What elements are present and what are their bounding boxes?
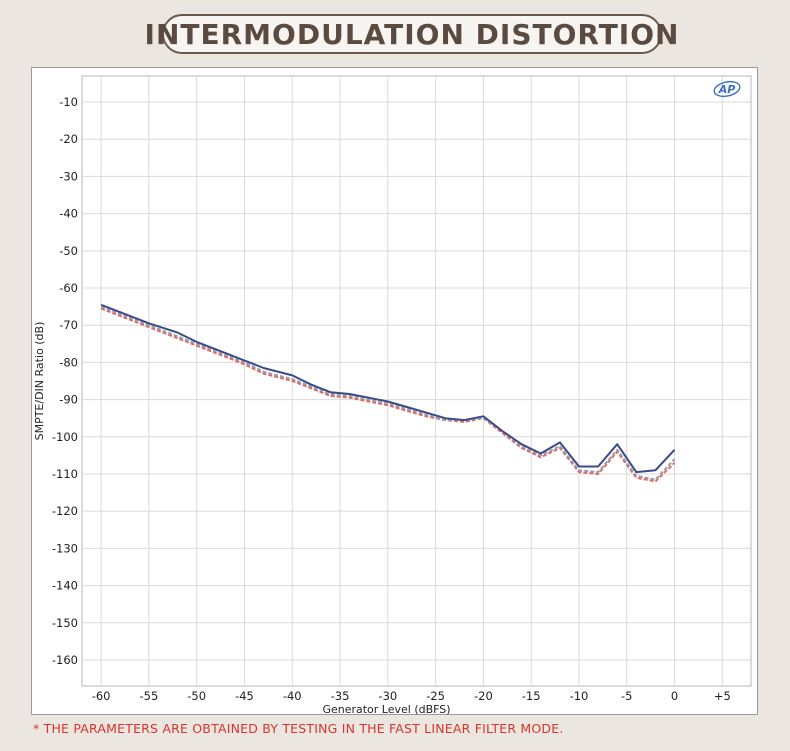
y-tick-label: -110 — [52, 467, 78, 481]
chart-panel: -60 -55 -50 -45 -40 -35 -30 -25 -20 -15 -10 -5 0 +5 -1… — [31, 67, 758, 716]
y-tick-label: -130 — [52, 541, 78, 555]
y-tick-label: -80 — [59, 355, 78, 369]
x-tick-label: -30 — [378, 689, 397, 703]
x-axis-label: Generator Level (dBFS) — [322, 703, 450, 716]
svg-text:AP: AP — [718, 83, 736, 96]
y-tick-label: -140 — [52, 579, 78, 593]
y-tick-label: -100 — [52, 430, 78, 444]
y-tick-label: -60 — [59, 281, 78, 295]
page-title: INTERMODULATION DISTORTION — [144, 17, 680, 51]
series-line-1 — [100, 303, 676, 474]
x-tick-label: -40 — [283, 689, 302, 703]
ap-logo-icon: AP — [713, 80, 741, 98]
y-tick-label: -120 — [52, 504, 78, 518]
title-badge: INTERMODULATION DISTORTION — [145, 14, 678, 54]
y-tick-label: -150 — [52, 616, 78, 630]
y-tick-label: -20 — [59, 132, 78, 146]
x-tick-label: -10 — [570, 689, 589, 703]
x-tick-label: -20 — [474, 689, 493, 703]
x-tick-label: -45 — [235, 689, 254, 703]
y-tick-label: -160 — [52, 653, 78, 667]
y-tick-label: -50 — [59, 244, 78, 258]
series-line-2 — [100, 307, 676, 483]
imd-chart: -60 -55 -50 -45 -40 -35 -30 -25 -20 -15 -10 -5 0 +5-1… — [33, 75, 752, 716]
y-tick-label: -30 — [59, 169, 78, 183]
plot-area — [81, 75, 752, 687]
footnote: * THE PARAMETERS ARE OBTAINED BY TESTING… — [33, 721, 564, 736]
x-tick-label: -35 — [331, 689, 350, 703]
y-tick-label: -70 — [59, 318, 78, 332]
x-tick-label: -55 — [140, 689, 159, 703]
series-line-3 — [100, 305, 676, 481]
y-tick-label: -90 — [59, 393, 78, 407]
x-tick-label: -60 — [92, 689, 111, 703]
y-axis-label: SMPTE/DIN Ratio (dB) — [33, 322, 46, 441]
x-tick-label: 0 — [671, 689, 678, 703]
x-tick-label: +5 — [714, 689, 731, 703]
y-tick-label: -10 — [59, 95, 78, 109]
x-tick-label: -5 — [621, 689, 632, 703]
x-tick-label: -15 — [522, 689, 541, 703]
x-tick-label: -50 — [187, 689, 206, 703]
y-tick-label: -40 — [59, 207, 78, 221]
x-tick-label: -25 — [426, 689, 445, 703]
